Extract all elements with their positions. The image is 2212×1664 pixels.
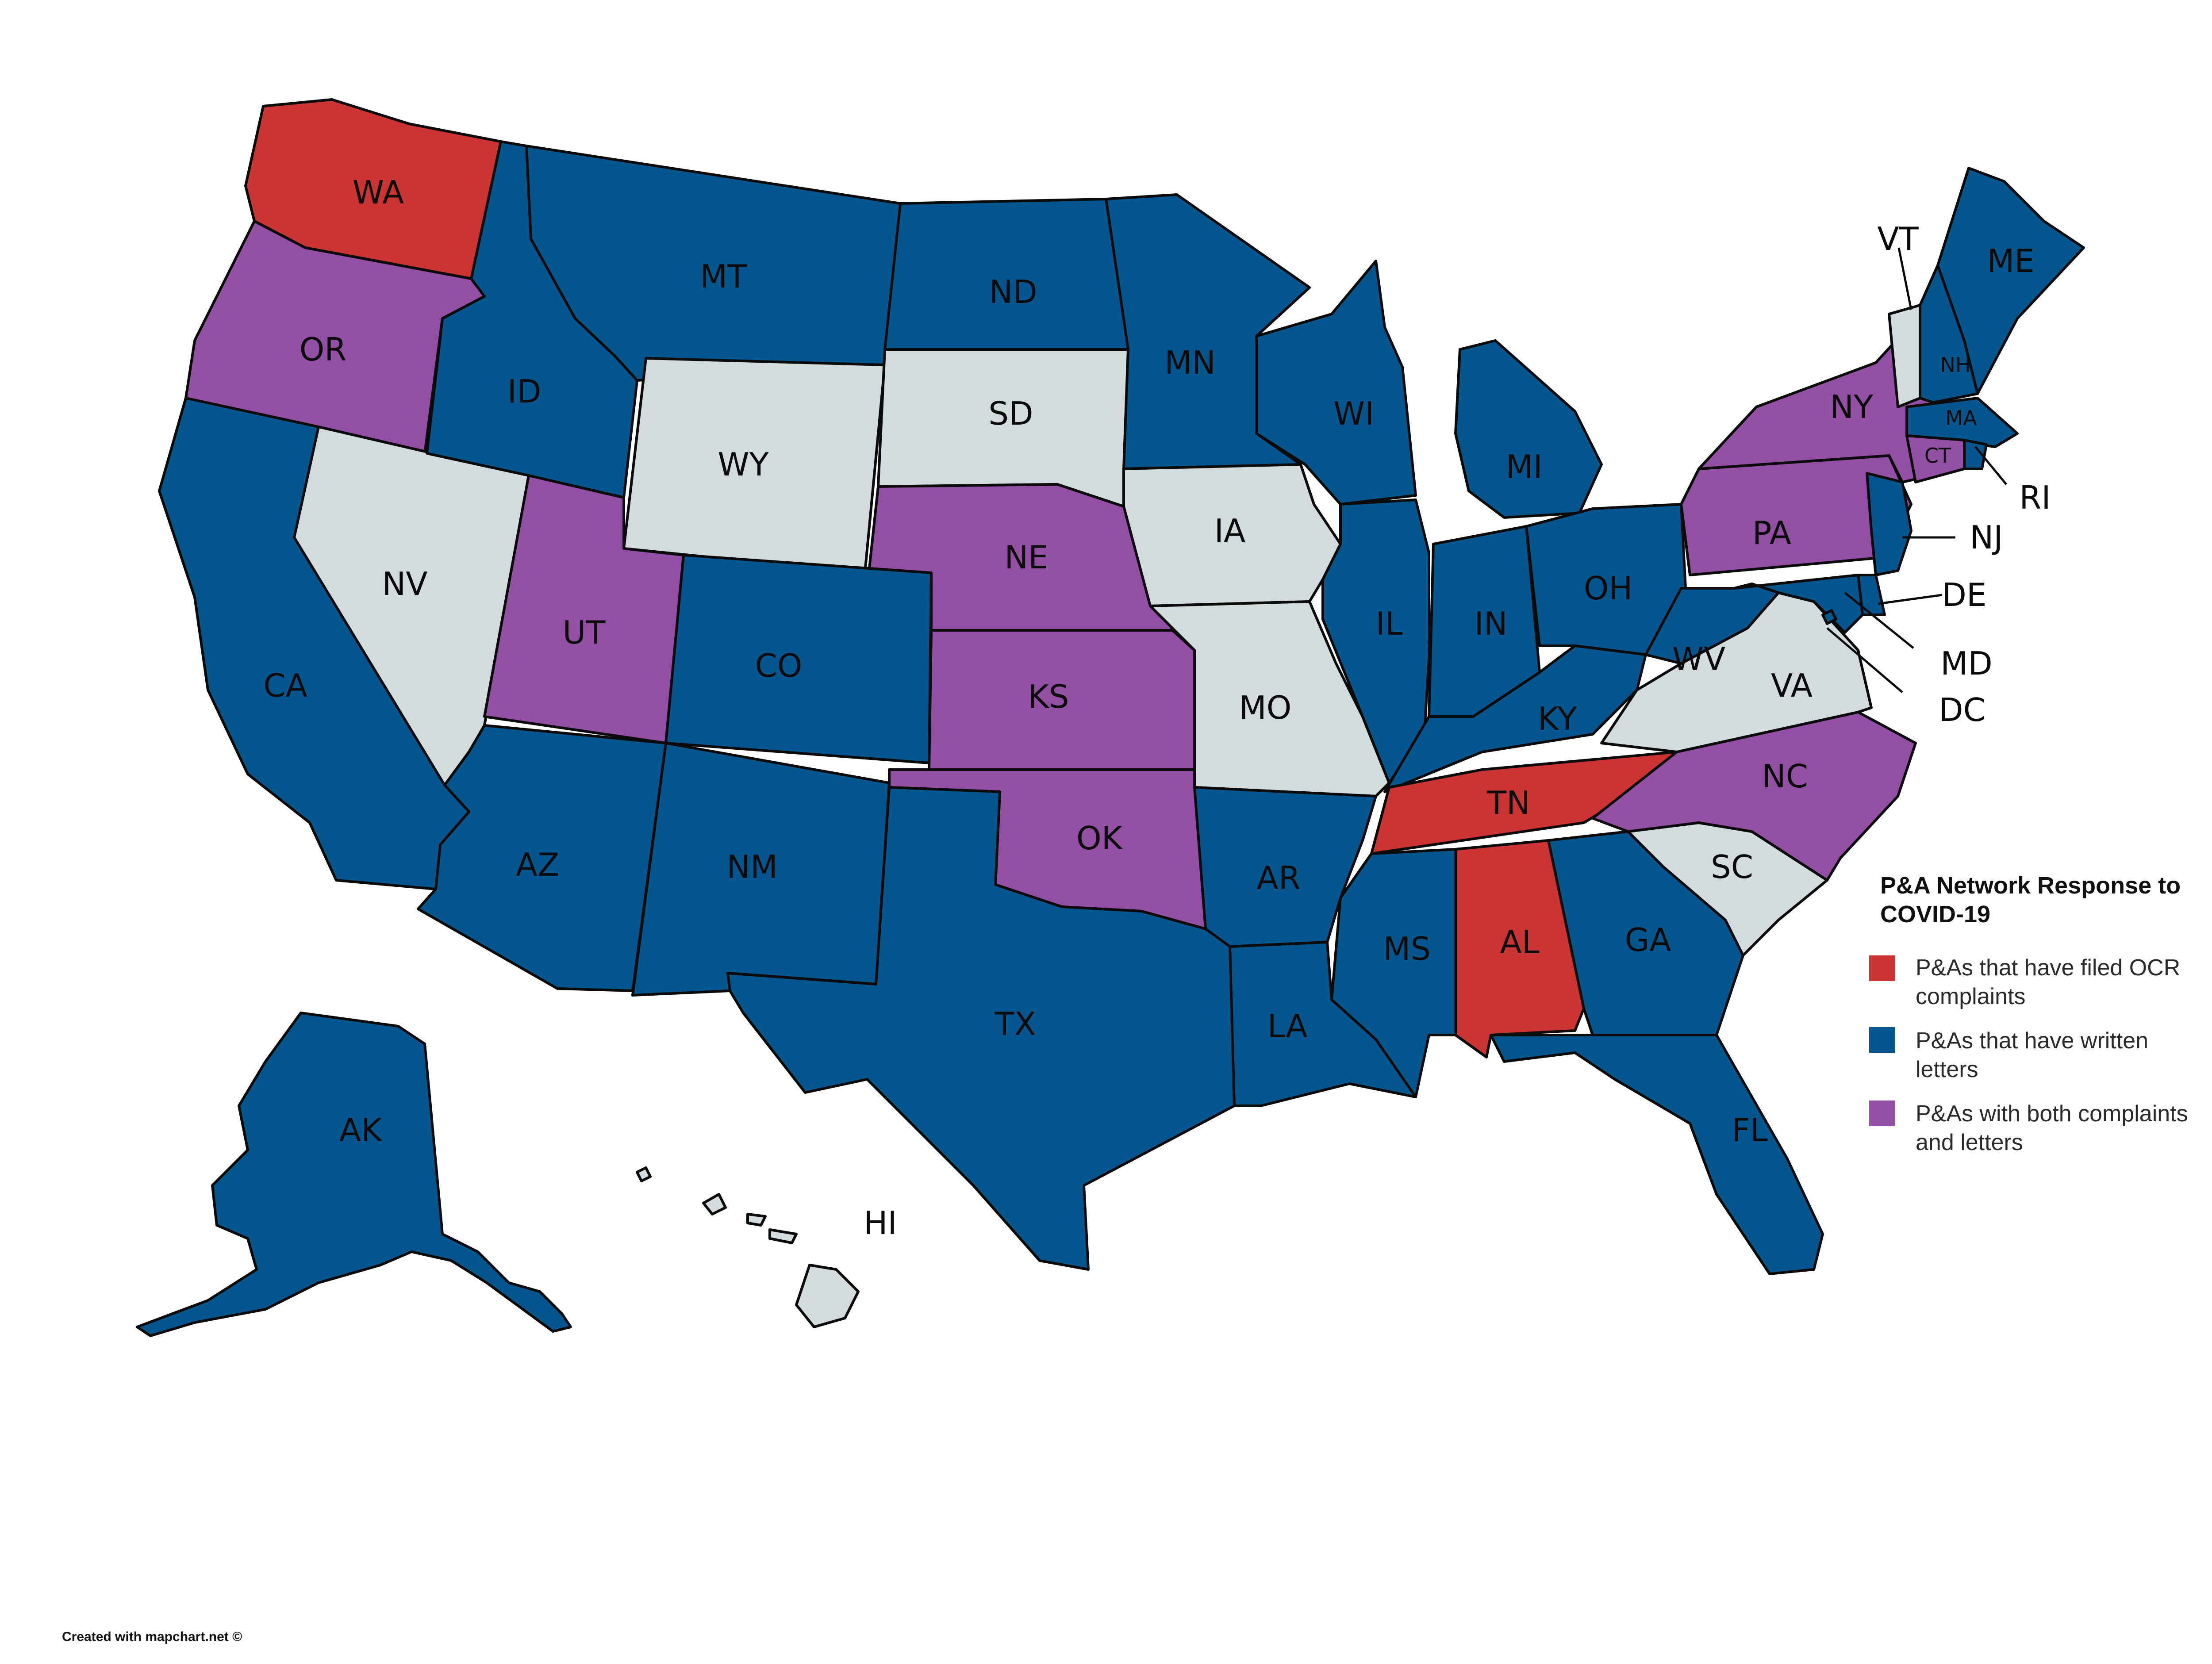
state-tx[interactable] [726, 786, 1236, 1271]
state-label-ma: MA [1945, 406, 1977, 430]
state-dc[interactable] [1821, 609, 1837, 625]
state-label-ne: NE [1004, 539, 1048, 576]
legend-item-complaints-line1: P&As that have filed OCR [1916, 955, 2180, 981]
state-label-in: IN [1474, 605, 1507, 642]
state-label-nj: NJ [1970, 519, 2003, 556]
state-label-vt: VT [1877, 220, 1919, 257]
legend-item-complaints-line2: complaints [1916, 984, 2026, 1009]
state-nj[interactable] [1866, 472, 1912, 576]
state-label-va: VA [1771, 667, 1813, 704]
state-label-mi: MI [1505, 448, 1542, 485]
legend-item-letters-line2: letters [1916, 1057, 1978, 1082]
state-label-nv: NV [382, 565, 427, 602]
state-label-tx: TX [994, 1005, 1036, 1043]
state-label-wi: WI [1333, 395, 1374, 432]
legend-swatch-complaints [1869, 955, 1895, 981]
state-label-ga: GA [1624, 921, 1671, 959]
state-label-pa: PA [1752, 514, 1791, 552]
state-label-ut: UT [563, 614, 606, 651]
state-ri[interactable] [1963, 439, 1988, 470]
state-label-il: IL [1375, 605, 1402, 642]
state-label-ak: AK [339, 1112, 383, 1149]
state-label-md: MD [1940, 645, 1993, 682]
state-label-tn: TN [1486, 784, 1530, 821]
state-wi[interactable] [1255, 260, 1417, 506]
legend-item-letters-line1: P&As that have written [1916, 1028, 2148, 1054]
state-label-nd: ND [989, 273, 1037, 311]
legend-title-line1: P&A Network Response to [1880, 872, 2181, 899]
state-fl[interactable] [1490, 1034, 1824, 1275]
state-label-co: CO [755, 647, 803, 684]
legend: P&A Network Response to COVID-19 P&As th… [1869, 872, 2188, 1155]
state-me[interactable] [1936, 167, 2085, 395]
state-label-ct: CT [1924, 444, 1951, 468]
credit-text: Created with mapchart.net © [62, 1629, 242, 1644]
state-mi[interactable] [1454, 339, 1603, 519]
state-label-wa: WA [353, 174, 404, 211]
state-label-wy: WY [718, 446, 769, 483]
state-ky[interactable] [1383, 644, 1647, 793]
state-label-mn: MN [1164, 344, 1216, 381]
state-label-sc: SC [1711, 848, 1753, 886]
state-hi[interactable] [636, 1166, 860, 1328]
state-label-nh: NH [1940, 353, 1971, 377]
state-label-wv: WV [1672, 640, 1725, 678]
state-label-me: ME [1987, 242, 2035, 280]
state-label-or: OR [300, 331, 347, 368]
state-label-ri: RI [2019, 479, 2051, 516]
label-leader-lines [1826, 247, 2007, 693]
state-label-ms: MS [1383, 930, 1431, 967]
state-label-dc: DC [1939, 691, 1985, 728]
state-label-ky: KY [1538, 700, 1578, 737]
legend-swatch-both [1869, 1100, 1895, 1126]
state-label-mo: MO [1239, 689, 1292, 726]
state-label-oh: OH [1584, 570, 1633, 607]
state-label-hi: HI [864, 1204, 897, 1242]
state-ma[interactable] [1905, 397, 2019, 448]
state-shapes [136, 98, 2085, 1337]
legend-item-both-line2: and letters [1916, 1130, 2023, 1155]
state-label-sd: SD [988, 395, 1033, 432]
state-label-az: AZ [516, 846, 560, 883]
legend-swatch-letters [1869, 1027, 1895, 1053]
legend-item-both-line1: P&As with both complaints [1916, 1101, 2188, 1127]
state-label-mt: MT [700, 258, 747, 295]
state-label-al: AL [1500, 924, 1539, 961]
state-label-ks: KS [1028, 678, 1069, 715]
state-label-nc: NC [1762, 758, 1808, 795]
state-label-ia: IA [1214, 512, 1246, 549]
state-label-fl: FL [1732, 1112, 1768, 1149]
state-label-id: ID [507, 373, 541, 410]
state-label-ar: AR [1256, 859, 1300, 897]
state-ar[interactable] [1193, 786, 1377, 948]
state-ak[interactable] [136, 1012, 572, 1337]
state-label-de: DE [1942, 576, 1987, 613]
state-label-ny: NY [1830, 388, 1874, 426]
state-label-ok: OK [1076, 820, 1123, 857]
state-label-nm: NM [726, 848, 778, 886]
state-label-ca: CA [263, 667, 307, 704]
state-labels: WA OR CA NV ID MT WY UT AZ CO NM ND SD NE KS OK TX MN IA MO… [263, 174, 2051, 1242]
state-label-la: LA [1267, 1008, 1307, 1045]
legend-title-line2: COVID-19 [1880, 901, 1990, 928]
